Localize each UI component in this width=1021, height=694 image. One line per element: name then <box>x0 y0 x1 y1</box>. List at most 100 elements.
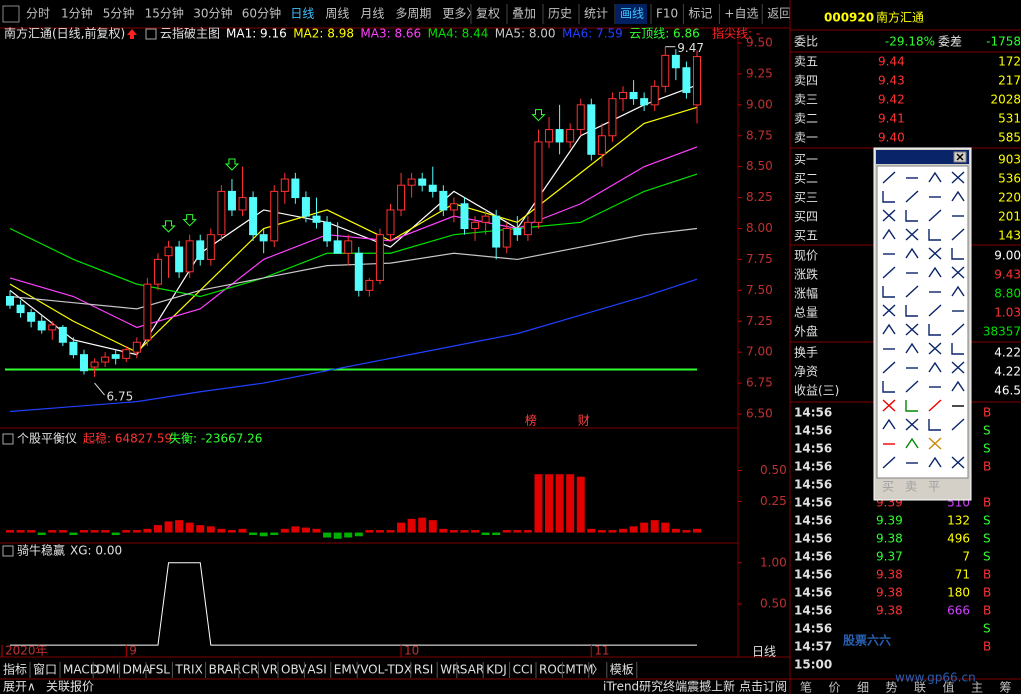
indicator-tab[interactable]: DMI <box>96 663 119 677</box>
status-btn[interactable]: 展开∧ <box>3 680 36 694</box>
indicator-tab[interactable]: VR <box>261 663 278 677</box>
indicator-tab[interactable]: CCI <box>513 663 533 677</box>
draw-tool-icon[interactable] <box>928 342 942 355</box>
period-tab[interactable]: 30分钟 <box>193 6 232 21</box>
indicator-tab[interactable]: FSL <box>149 663 170 677</box>
draw-tool-icon[interactable] <box>882 209 896 222</box>
draw-tool-icon[interactable] <box>928 456 942 468</box>
trade-button[interactable]: 平 <box>928 480 940 494</box>
action-tab[interactable]: 叠加 <box>512 7 536 21</box>
period-tab[interactable]: 5分钟 <box>103 6 135 21</box>
indicator-tab[interactable]: RSI <box>414 663 434 677</box>
indicator-tab[interactable]: EMV <box>334 663 361 677</box>
period-tab[interactable]: 更多〉 <box>442 7 478 21</box>
indicator-tab[interactable]: VOL-TDX <box>360 663 412 677</box>
detail-tab[interactable]: 势 <box>886 681 898 694</box>
draw-tool-icon[interactable] <box>882 418 896 430</box>
draw-tool-icon[interactable] <box>928 399 942 412</box>
action-tab[interactable]: 复权 <box>476 7 500 21</box>
draw-tool-icon[interactable] <box>882 399 896 412</box>
period-tab[interactable]: 月线 <box>360 7 384 21</box>
detail-tab[interactable]: 联 <box>914 681 926 694</box>
action-tab[interactable]: 画线 <box>620 7 644 21</box>
draw-tool-icon[interactable] <box>951 361 965 374</box>
draw-tool-icon[interactable] <box>882 171 896 184</box>
status-news[interactable]: iTrend研究终端震撼上新 点击订阅 <box>603 679 787 694</box>
draw-tool-icon[interactable] <box>905 400 918 412</box>
draw-tool-icon[interactable] <box>951 266 965 279</box>
draw-tool-icon[interactable] <box>882 191 895 203</box>
indicator-tab[interactable]: TRIX <box>174 663 202 677</box>
indicator-tab[interactable]: MACD <box>63 663 99 677</box>
draw-tool-icon[interactable] <box>905 190 919 203</box>
draw-tool-icon[interactable] <box>928 266 942 278</box>
indicator-tab[interactable]: OBV <box>281 663 307 677</box>
indicator-tab[interactable]: SAR <box>460 663 484 677</box>
indicator-tab[interactable]: 模板 <box>610 663 634 677</box>
action-tab[interactable]: 历史 <box>548 7 572 21</box>
draw-tool-icon[interactable] <box>928 171 942 183</box>
draw-tool-icon[interactable] <box>951 228 965 241</box>
indicator-tab[interactable]: 〉 <box>592 663 604 677</box>
draw-tool-icon[interactable] <box>905 323 919 336</box>
status-btn[interactable]: 关联报价 <box>46 679 94 694</box>
draw-tool-icon[interactable] <box>928 419 941 431</box>
indicator-tab[interactable]: 窗口 <box>33 663 57 677</box>
draw-tool-icon[interactable] <box>928 437 942 450</box>
period-tab[interactable]: 周线 <box>325 7 349 21</box>
period-tab[interactable]: 日线 <box>290 7 314 21</box>
draw-tool-icon[interactable] <box>882 304 896 317</box>
draw-tool-icon[interactable] <box>928 324 941 336</box>
indicator-tab[interactable]: BRAR <box>209 663 242 677</box>
draw-tool-icon[interactable] <box>951 285 965 297</box>
draw-tool-icon[interactable] <box>928 229 941 241</box>
indicator-tab[interactable]: MTM <box>565 663 593 677</box>
draw-tool-icon[interactable] <box>882 381 895 393</box>
indicator-tab[interactable]: WR <box>440 663 460 677</box>
draw-tool-icon[interactable] <box>928 304 942 317</box>
trade-button[interactable]: 卖 <box>905 480 917 494</box>
action-tab[interactable]: F10 <box>656 7 678 21</box>
draw-tool-icon[interactable] <box>951 418 965 431</box>
period-tab[interactable]: 分时 <box>26 7 50 21</box>
detail-tab[interactable]: 笔 <box>800 680 812 694</box>
draw-tool-icon[interactable] <box>951 456 965 469</box>
draw-tool-icon[interactable] <box>951 171 965 184</box>
indicator-tab[interactable]: CR <box>242 663 259 677</box>
draw-tool-icon[interactable] <box>882 286 895 298</box>
draw-tool-icon[interactable] <box>905 210 918 222</box>
detail-tab[interactable]: 细 <box>857 681 869 694</box>
trade-button[interactable]: 买 <box>882 480 894 494</box>
draw-tool-icon[interactable] <box>905 342 919 354</box>
period-tab[interactable]: 多周期 <box>395 7 431 21</box>
draw-tool-icon[interactable] <box>905 418 919 431</box>
draw-tool-icon[interactable] <box>905 380 919 393</box>
action-tab[interactable]: 返回 <box>767 7 791 21</box>
draw-tool-icon[interactable] <box>951 248 964 260</box>
draw-tool-icon[interactable] <box>882 228 896 240</box>
period-tab[interactable]: 60分钟 <box>242 6 281 21</box>
draw-tool-icon[interactable] <box>928 209 942 222</box>
draw-tool-icon[interactable] <box>882 323 896 335</box>
draw-tool-icon[interactable] <box>905 285 919 298</box>
draw-tool-icon[interactable] <box>905 247 919 259</box>
draw-tool-icon[interactable] <box>928 361 942 373</box>
action-tab[interactable]: +自选 <box>724 7 758 21</box>
indicator-tab[interactable]: ASI <box>307 663 326 677</box>
draw-tool-icon[interactable] <box>882 266 896 279</box>
detail-tab[interactable]: 筹 <box>1000 681 1012 694</box>
draw-tool-icon[interactable] <box>951 380 965 392</box>
draw-tool-icon[interactable] <box>951 323 965 336</box>
draw-tool-icon[interactable] <box>951 190 965 202</box>
period-tab[interactable]: 15分钟 <box>145 6 184 21</box>
draw-tool-icon[interactable] <box>928 247 942 260</box>
draw-tool-icon[interactable] <box>882 456 896 469</box>
indicator-tab[interactable]: ROC <box>539 663 565 677</box>
detail-tab[interactable]: 值 <box>943 680 955 694</box>
draw-tool-icon[interactable] <box>951 438 964 450</box>
draw-tool-icon[interactable] <box>951 343 964 355</box>
draw-tool-icon[interactable] <box>905 228 919 241</box>
draw-tool-icon[interactable] <box>882 361 896 374</box>
indicator-tab[interactable]: KDJ <box>486 663 507 677</box>
draw-tool-icon[interactable] <box>905 305 918 317</box>
